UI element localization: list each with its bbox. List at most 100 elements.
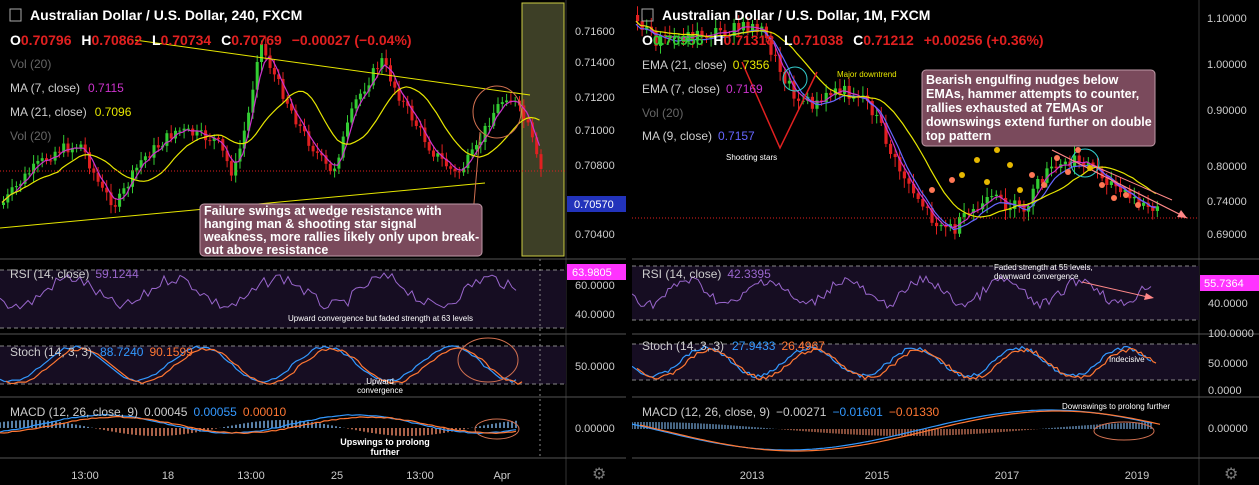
rsi-band <box>632 266 1199 320</box>
candle-body <box>315 151 319 153</box>
left-chart-panel[interactable]: Australian Dollar / U.S. Dollar, 240, FX… <box>0 0 626 485</box>
candle-body <box>889 143 893 154</box>
macd-tick: 0.00000 <box>1208 423 1248 435</box>
gear-icon[interactable]: ⚙ <box>1224 464 1238 483</box>
candlestick-series <box>2 37 543 214</box>
candle-body <box>1045 168 1049 183</box>
candle-body <box>705 37 709 39</box>
candle-body <box>432 150 435 157</box>
right-chart-svg[interactable]: Australian Dollar / U.S. Dollar, 1M, FXC… <box>632 0 1259 485</box>
rsi-line <box>632 274 1152 310</box>
candle-body <box>384 58 388 66</box>
time-tick-label: 13:00 <box>71 470 99 482</box>
candle-body <box>79 144 83 148</box>
signal-dot <box>1041 182 1047 188</box>
macd-circle <box>1093 421 1155 441</box>
price-tick-label: 0.70400 <box>575 229 615 241</box>
candle-body <box>96 172 100 182</box>
left-chart-svg[interactable]: Australian Dollar / U.S. Dollar, 240, FX… <box>0 0 626 485</box>
candle-body <box>1063 161 1067 165</box>
collapse-icon[interactable] <box>9 8 22 22</box>
ohlc-readout: O0.70796 H0.70862 L0.70734 C0.70769 −0.0… <box>10 32 412 48</box>
vol-legend-2: Vol (20) <box>10 129 51 143</box>
candle-body <box>509 100 513 102</box>
candle-body <box>893 153 897 158</box>
gear-icon[interactable]: ⚙ <box>592 464 606 483</box>
price-tick-label: 1.00000 <box>1207 59 1247 71</box>
candle-body <box>358 93 362 100</box>
candle-body <box>341 136 345 158</box>
candle-body <box>741 21 745 31</box>
candle-body <box>475 145 478 150</box>
candle-body <box>457 171 461 173</box>
time-axis[interactable]: 2013 2015 2017 2019 <box>740 470 1149 482</box>
price-axis[interactable]: 1.10000 1.00000 0.90000 0.80000 0.74000 0.690… <box>1207 13 1247 241</box>
candle-body <box>921 198 925 207</box>
candle-body <box>303 126 306 132</box>
candle-body <box>401 100 405 102</box>
candle-body <box>829 92 833 96</box>
stoch-circle <box>457 337 519 383</box>
rsi-annotation: Upward convergence but faded strength at… <box>288 314 473 323</box>
right-chart-panel[interactable]: Australian Dollar / U.S. Dollar, 1M, FXC… <box>632 0 1259 485</box>
candle-body <box>307 131 311 146</box>
candle-body <box>1142 202 1146 206</box>
candle-body <box>792 80 796 99</box>
candle-body <box>962 212 966 218</box>
candle-body <box>925 206 929 208</box>
candle-body <box>500 102 504 105</box>
stoch-legend: Stoch (14, 3, 3) 88.7240 90.1599 <box>10 345 193 359</box>
candle-body <box>824 92 828 102</box>
rsi-legend: RSI (14, close) 42.3395 <box>642 267 771 281</box>
candle-body <box>298 124 302 127</box>
candle-body <box>268 55 272 68</box>
candle-body <box>350 108 354 123</box>
candle-body <box>10 187 14 195</box>
time-tick-label: 2013 <box>740 470 764 482</box>
candle-body <box>902 171 906 179</box>
candle-body <box>414 120 418 126</box>
price-tick-label: 0.71400 <box>575 57 615 69</box>
candle-body <box>659 35 663 46</box>
panel-divider <box>626 0 632 485</box>
ma7-line <box>1 56 541 203</box>
collapse-icon[interactable] <box>641 8 654 22</box>
ma7-legend: MA (7, close) 0.7115 <box>10 81 124 95</box>
candle-body <box>492 112 496 126</box>
price-axis[interactable]: 0.71600 0.71400 0.71200 0.71000 0.70800 0.704… <box>575 26 615 241</box>
ma9-line <box>635 23 1156 231</box>
candle-body <box>870 101 874 116</box>
signal-dot <box>949 177 955 183</box>
candle-body <box>49 160 53 162</box>
pattern-circle-1 <box>782 66 808 92</box>
candle-body <box>376 68 380 70</box>
signal-dot <box>974 157 980 163</box>
candle-body <box>1128 189 1132 199</box>
candle-body <box>195 130 199 136</box>
candle-body <box>1137 197 1141 206</box>
candle-body <box>57 151 61 153</box>
candle-body <box>751 23 755 32</box>
candle-body <box>363 91 367 94</box>
signal-dot <box>1099 182 1105 188</box>
candle-body <box>152 145 156 158</box>
candle-body <box>1036 179 1040 189</box>
wedge-resistance-line <box>134 39 531 96</box>
candle-body <box>186 128 190 130</box>
candle-body <box>769 37 773 55</box>
time-axis[interactable]: 13:00 18 13:00 25 13:00 Apr <box>71 470 511 482</box>
candle-body <box>53 151 57 161</box>
candle-body <box>948 224 952 228</box>
candle-body <box>272 67 276 75</box>
signal-dot <box>1029 172 1035 178</box>
candle-body <box>156 145 160 148</box>
candle-body <box>178 130 182 132</box>
candle-body <box>479 142 483 146</box>
ema7-legend: EMA (7, close) 0.7169 <box>642 82 763 96</box>
signal-dot <box>929 187 935 193</box>
candle-body <box>898 157 902 172</box>
candle-body <box>774 54 778 56</box>
candle-body <box>1077 155 1081 163</box>
highlight-border <box>521 2 565 257</box>
ohlc-readout: O0.70956 H0.71318 L0.71038 C0.71212 +0.0… <box>642 32 1044 48</box>
